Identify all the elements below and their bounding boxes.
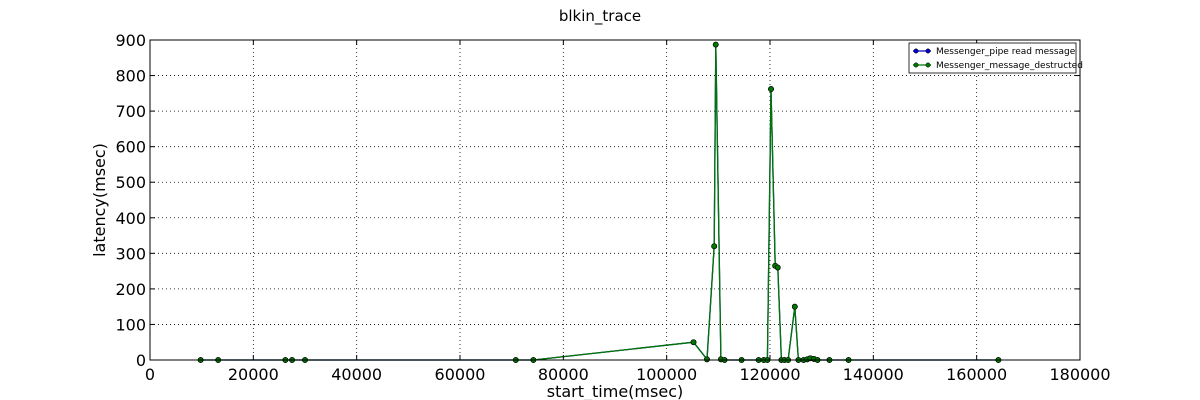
y-tick-label: 400 [115, 209, 146, 228]
axis-ticks [149, 39, 1081, 361]
y-tick-label: 500 [115, 173, 146, 192]
data-point [712, 41, 719, 48]
grid-lines [150, 40, 1080, 360]
legend-box [908, 42, 1077, 74]
x-tick-label: 140000 [843, 365, 904, 384]
legend-marker [913, 62, 919, 68]
y-tick-label: 300 [115, 244, 146, 263]
y-tick-label: 600 [115, 138, 146, 157]
y-tick-label: 700 [115, 102, 146, 121]
legend-marker [913, 48, 919, 54]
data-point [711, 243, 718, 250]
chart-title: blkin_trace [559, 7, 641, 26]
data-point [774, 264, 781, 271]
legend-label: Messenger_pipe read message [936, 47, 1076, 57]
data-point [768, 86, 774, 92]
legend: Messenger_pipe read message Messenger_mes… [908, 42, 1083, 74]
x-tick-label: 80000 [538, 365, 589, 384]
legend-marker [925, 48, 931, 54]
x-tick-label: 40000 [331, 365, 382, 384]
x-tick-label: 0 [145, 365, 155, 384]
data-point [791, 303, 798, 310]
x-tick-label: 100000 [636, 365, 697, 384]
tick-labels: 0 20000 40000 60000 80000 100000 120000 140000 1… [115, 31, 1110, 384]
y-tick-label: 200 [115, 280, 146, 299]
plot-frame [149, 39, 1081, 361]
legend-label: Messenger_message_destructed [936, 61, 1083, 71]
x-tick-label: 180000 [1049, 365, 1110, 384]
y-axis-label: latency(msec) [90, 143, 109, 257]
y-tick-label: 0 [136, 351, 146, 370]
y-tick-label: 100 [115, 315, 146, 334]
x-tick-label: 20000 [228, 365, 279, 384]
x-tick-label: 60000 [435, 365, 486, 384]
legend-marker [925, 62, 931, 68]
data-point [704, 356, 710, 363]
y-tick-label: 800 [115, 67, 146, 86]
x-tick-label: 120000 [739, 365, 800, 384]
data-point [690, 339, 697, 346]
x-tick-label: 160000 [946, 365, 1007, 384]
x-axis-label: start_time(msec) [547, 382, 683, 400]
y-tick-label: 900 [115, 31, 146, 50]
